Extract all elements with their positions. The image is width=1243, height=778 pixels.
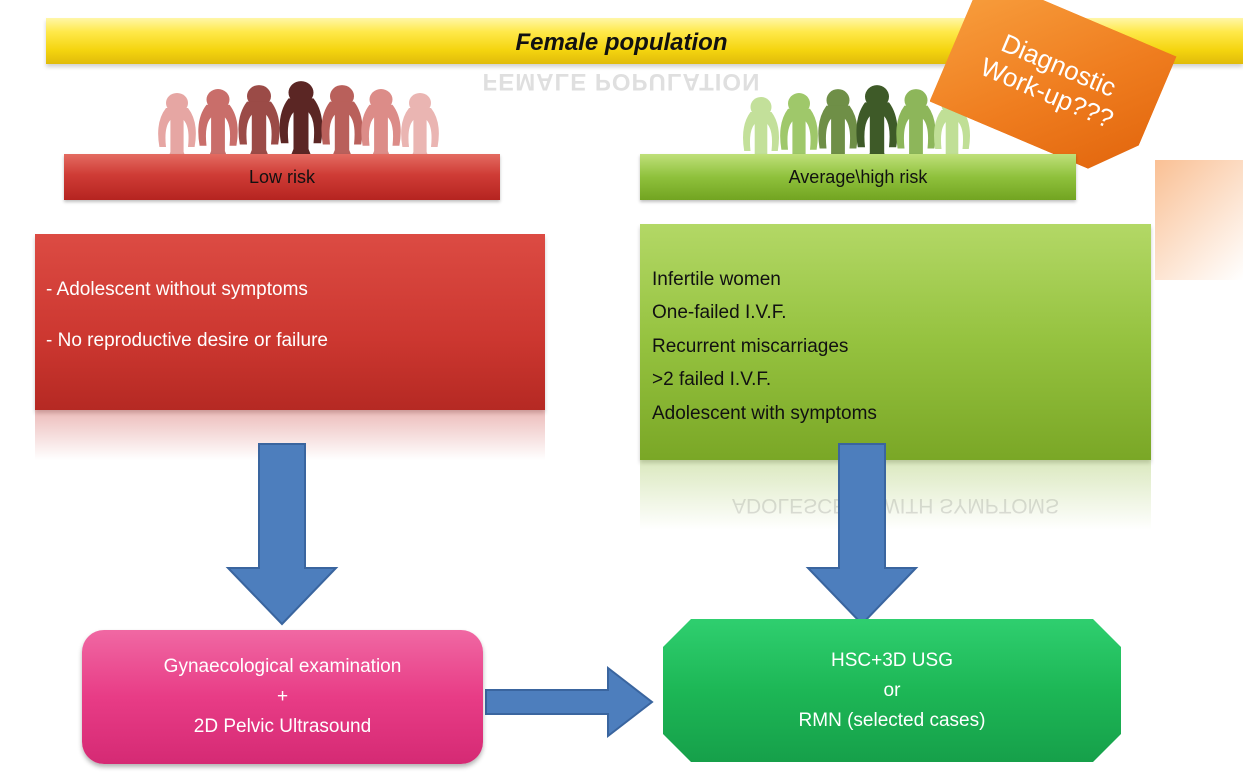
low-risk-item: - No reproductive desire or failure: [46, 330, 328, 351]
low-risk-panel: [35, 234, 545, 410]
imaging-box-line-2: or: [883, 679, 901, 701]
average-high-risk-item: Infertile women: [652, 269, 781, 290]
average-high-risk-panel-reflection: [640, 460, 1151, 530]
exam-box-line-3: 2D Pelvic Ultrasound: [193, 716, 372, 737]
low-risk-header-label: Low risk: [248, 166, 315, 187]
exam-box-line-1: Gynaecological examination: [163, 656, 402, 677]
right-arrow-exam-to-imaging: [485, 665, 654, 739]
average-high-risk-item: >2 failed I.V.F.: [652, 369, 772, 390]
banner-title: Female population: [515, 29, 728, 56]
imaging-box-line-3: RMN (selected cases): [798, 709, 986, 731]
down-arrow-low-risk: [225, 443, 339, 626]
badge-shadow: [1155, 160, 1243, 280]
imaging-box-line-1: HSC+3D USG: [831, 649, 953, 671]
average-high-risk-item: Adolescent with symptoms: [652, 403, 877, 424]
average-high-risk-header-label: Average\high risk: [788, 166, 928, 187]
imaging-box: HSC+3D USG or RMN (selected cases): [663, 619, 1121, 762]
exam-box-line-2: +: [276, 686, 289, 707]
average-high-risk-item: One-failed I.V.F.: [652, 302, 787, 323]
average-high-risk-header: Average\high risk: [640, 154, 1076, 200]
exam-box: Gynaecological examination + 2D Pelvic U…: [82, 630, 483, 764]
down-arrow-high-risk: [805, 443, 919, 626]
low-risk-item: - Adolescent without symptoms: [46, 279, 308, 300]
low-risk-header: Low risk: [64, 154, 500, 200]
average-high-risk-item: Recurrent miscarriages: [652, 336, 849, 357]
average-high-risk-panel: [640, 224, 1151, 460]
